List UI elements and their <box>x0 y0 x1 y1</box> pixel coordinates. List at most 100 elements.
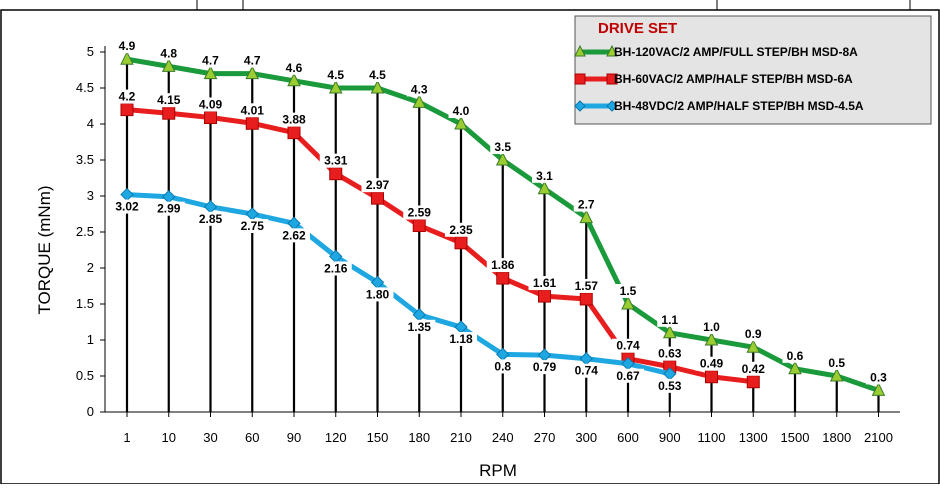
data-label-bg <box>486 258 519 273</box>
data-label: 2.97 <box>366 178 390 192</box>
data-label-bg <box>445 332 477 347</box>
series-1-point <box>829 367 844 382</box>
series-line-3 <box>126 192 671 377</box>
data-label-bg <box>156 46 182 61</box>
series-1-point <box>412 94 427 108</box>
data-label-bg <box>653 378 686 393</box>
x-tick-label: 1300 <box>739 430 768 445</box>
data-labels: 4.9 4.8 4.7 4.7 4.6 4.5 4.5 4.3 4.0 3.5 3.1 2.7 1.5 1… <box>111 39 891 393</box>
data-label-bg <box>612 338 644 353</box>
data-label: 4.5 <box>327 68 344 82</box>
data-label-bg <box>278 112 310 127</box>
data-label: 0.9 <box>745 327 762 341</box>
data-label-bg <box>866 370 891 385</box>
data-label-bg <box>198 53 223 68</box>
series-2-point <box>287 126 301 140</box>
series-2-point <box>538 289 551 303</box>
series-line-2 <box>126 107 754 385</box>
data-label: 1.86 <box>491 258 515 272</box>
x-tick-label: 240 <box>492 430 514 445</box>
data-label-bg <box>740 327 766 342</box>
series-1-point <box>746 339 761 353</box>
data-label: 4.0 <box>453 104 470 118</box>
data-label-bg <box>570 363 603 378</box>
data-label: 2.75 <box>241 219 265 233</box>
legend-marker-triangle <box>574 44 586 57</box>
series-1-point <box>621 295 635 310</box>
data-label-bg <box>281 60 307 75</box>
series-1-point <box>328 79 343 94</box>
y-tick-label: 0 <box>87 404 94 419</box>
legend-label-1: BH-120VAC/2 AMP/FULL STEP/BH MSD-8A <box>614 45 858 59</box>
series-1-point <box>662 324 677 339</box>
data-label: 3.5 <box>494 140 511 154</box>
x-tick-label: 1100 <box>698 430 726 445</box>
data-label: 1.80 <box>366 287 390 301</box>
series-1-point <box>454 115 468 130</box>
data-label-bg <box>570 278 603 293</box>
data-label: 3.88 <box>282 113 306 127</box>
data-label-bg <box>573 197 599 212</box>
data-label-bg <box>782 348 808 363</box>
data-label: 4.8 <box>160 46 177 60</box>
data-label: 0.42 <box>742 362 766 376</box>
data-label-bg <box>278 228 310 243</box>
series-2-point <box>579 292 593 306</box>
series-2-point <box>204 111 217 125</box>
legend-marker-diamond <box>574 100 586 112</box>
data-label-bg <box>699 320 724 334</box>
data-label-bg <box>361 178 394 193</box>
data-label: 4.5 <box>369 68 386 82</box>
legend-marker-triangle <box>606 44 618 57</box>
y-tick-label: 3.5 <box>76 152 94 167</box>
data-label: 2.16 <box>324 261 348 275</box>
series-1-point <box>788 360 802 375</box>
y-tick-label: 2 <box>87 260 94 275</box>
data-label-bg <box>194 211 227 226</box>
data-label: 1.0 <box>703 320 720 334</box>
series-1-point <box>704 331 719 346</box>
data-label: 3.1 <box>536 169 553 183</box>
x-tick-label: 10 <box>162 430 176 445</box>
legend: DRIVE SET BH-120VAC/2 AMP/FULL STEP/BH M… <box>574 15 932 125</box>
x-tick-label: 1 <box>123 430 130 445</box>
series-2-point <box>162 106 176 120</box>
series-2-point <box>746 375 760 389</box>
legend-title: DRIVE SET <box>598 20 677 37</box>
data-label-bg <box>194 97 227 112</box>
series-2-point <box>245 116 259 130</box>
series-1-point <box>120 51 134 65</box>
series-1-point <box>245 65 260 80</box>
data-label-bg <box>737 361 770 376</box>
x-tick-label: 120 <box>325 430 347 445</box>
data-label-bg <box>236 219 269 233</box>
data-label: 0.53 <box>658 379 682 393</box>
data-label-bg <box>528 360 561 375</box>
data-label: 0.6 <box>787 349 804 363</box>
data-label: 4.15 <box>157 93 181 107</box>
data-label: 0.8 <box>494 359 511 373</box>
data-label-bg <box>111 199 143 214</box>
series-1-point <box>287 72 301 87</box>
data-label-bg <box>528 276 561 291</box>
series-2-point <box>371 191 384 205</box>
data-label-bg <box>365 68 390 82</box>
y-tick-label: 1.5 <box>76 296 94 311</box>
data-label: 0.5 <box>828 356 845 370</box>
data-label: 2.7 <box>578 198 595 212</box>
series-1-point <box>203 65 218 80</box>
series-1-point <box>579 209 594 224</box>
data-label: 0.79 <box>533 360 557 374</box>
data-label-bg <box>323 68 349 82</box>
legend-marker-diamond <box>606 100 618 112</box>
x-tick-label: 300 <box>575 430 597 445</box>
data-label: 0.67 <box>616 369 640 383</box>
data-label: 1.1 <box>661 313 678 327</box>
data-label: 4.3 <box>411 82 428 96</box>
top-table-fragment <box>196 0 911 11</box>
x-tick-labels: 1 10 30 60 90 120 150 180 210 240 270 300 600 900 1100… <box>123 430 893 445</box>
x-tick-label: 1800 <box>822 430 851 445</box>
x-tick-label: 180 <box>408 430 430 445</box>
